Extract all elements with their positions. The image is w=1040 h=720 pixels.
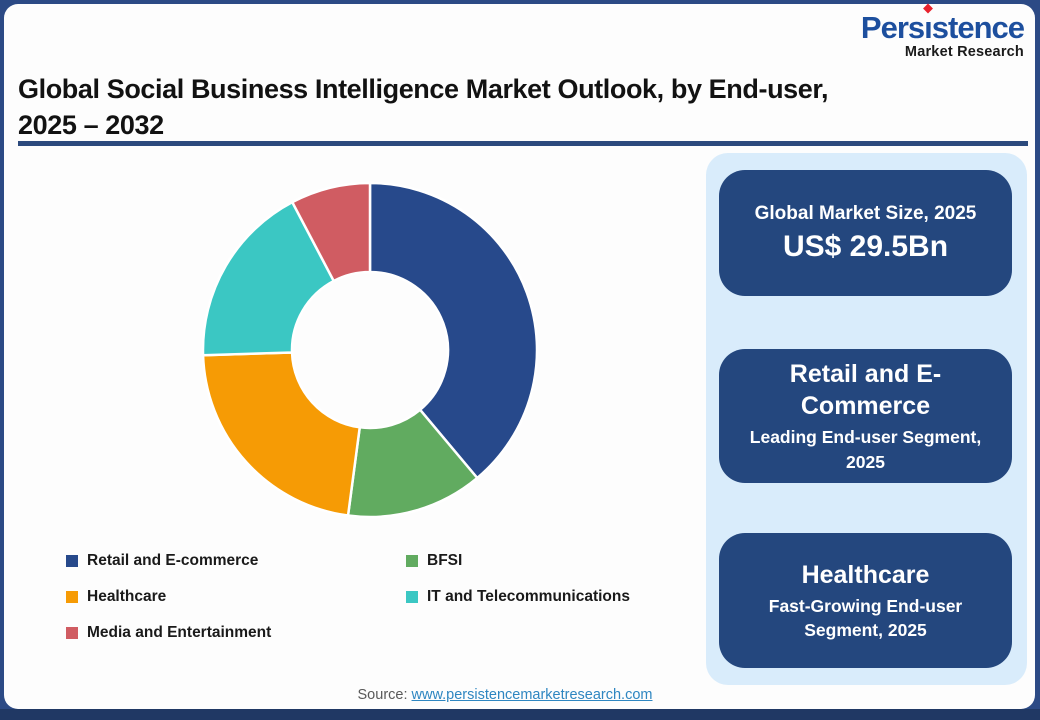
legend-label: Healthcare: [87, 588, 167, 605]
market-size-box: Global Market Size, 2025 US$ 29.5Bn: [719, 170, 1012, 296]
fast-growing-segment-title: Healthcare: [801, 560, 930, 589]
legend-item-it-telecom: IT and Telecommunications: [406, 586, 630, 608]
legend-column-1: Retail and E-commerce Healthcare Media a…: [66, 550, 271, 644]
page-title: Global Social Business Intelligence Mark…: [18, 72, 918, 144]
fast-growing-segment-subtitle: Fast-Growing End-user Segment, 2025: [768, 595, 963, 641]
legend-label: BFSI: [427, 552, 463, 569]
leading-segment-box: Retail and E-Commerce Leading End-user S…: [719, 349, 1012, 483]
source-link[interactable]: www.persistencemarketresearch.com: [411, 687, 653, 703]
donut-chart: [201, 181, 539, 519]
healthcare-swatch-icon: [66, 591, 78, 603]
donut-slice-healthcare: [201, 351, 361, 517]
page-title-line1: Global Social Business Intelligence Mark…: [18, 74, 829, 104]
legend-item-retail: Retail and E-commerce: [66, 550, 271, 572]
legend-column-2: BFSI IT and Telecommunications: [406, 550, 630, 608]
logo-red-dot-icon: ı: [924, 10, 933, 45]
logo-wordmark: Persıstence: [860, 10, 1025, 45]
donut-slice-media-and-entertainment: [291, 181, 372, 283]
logo-subtitle: Market Research: [904, 44, 1024, 60]
legend-item-healthcare: Healthcare: [66, 586, 271, 608]
leading-segment-title: Retail and E-Commerce: [789, 360, 942, 420]
media-swatch-icon: [66, 627, 78, 639]
market-size-value: US$ 29.5Bn: [782, 229, 949, 263]
donut-slice-retail-and-e-commerce: [368, 181, 539, 480]
title-underline: [18, 141, 1028, 146]
source-line: Source: www.persistencemarketresearch.co…: [0, 687, 1010, 703]
legend-item-bfsi: BFSI: [406, 550, 630, 572]
bfsi-swatch-icon: [406, 555, 418, 567]
bottom-accent-bar: [0, 709, 1040, 720]
it-telecom-swatch-icon: [406, 591, 418, 603]
source-label: Source:: [357, 687, 408, 703]
retail-swatch-icon: [66, 555, 78, 567]
page-title-line2: 2025 – 2032: [18, 109, 164, 140]
market-size-label: Global Market Size, 2025: [754, 202, 977, 224]
legend-label: IT and Telecommunications: [427, 588, 630, 605]
legend-label: Media and Entertainment: [87, 624, 272, 641]
legend-item-media: Media and Entertainment: [66, 622, 271, 644]
donut-slice-it-and-telecommunications: [201, 200, 335, 357]
leading-segment-subtitle: Leading End-user Segment, 2025: [749, 427, 982, 472]
legend-label: Retail and E-commerce: [87, 552, 259, 569]
persistence-market-research-logo: Persıstence Market Research: [860, 10, 1025, 60]
fast-growing-segment-box: Healthcare Fast-Growing End-user Segment…: [719, 533, 1012, 668]
